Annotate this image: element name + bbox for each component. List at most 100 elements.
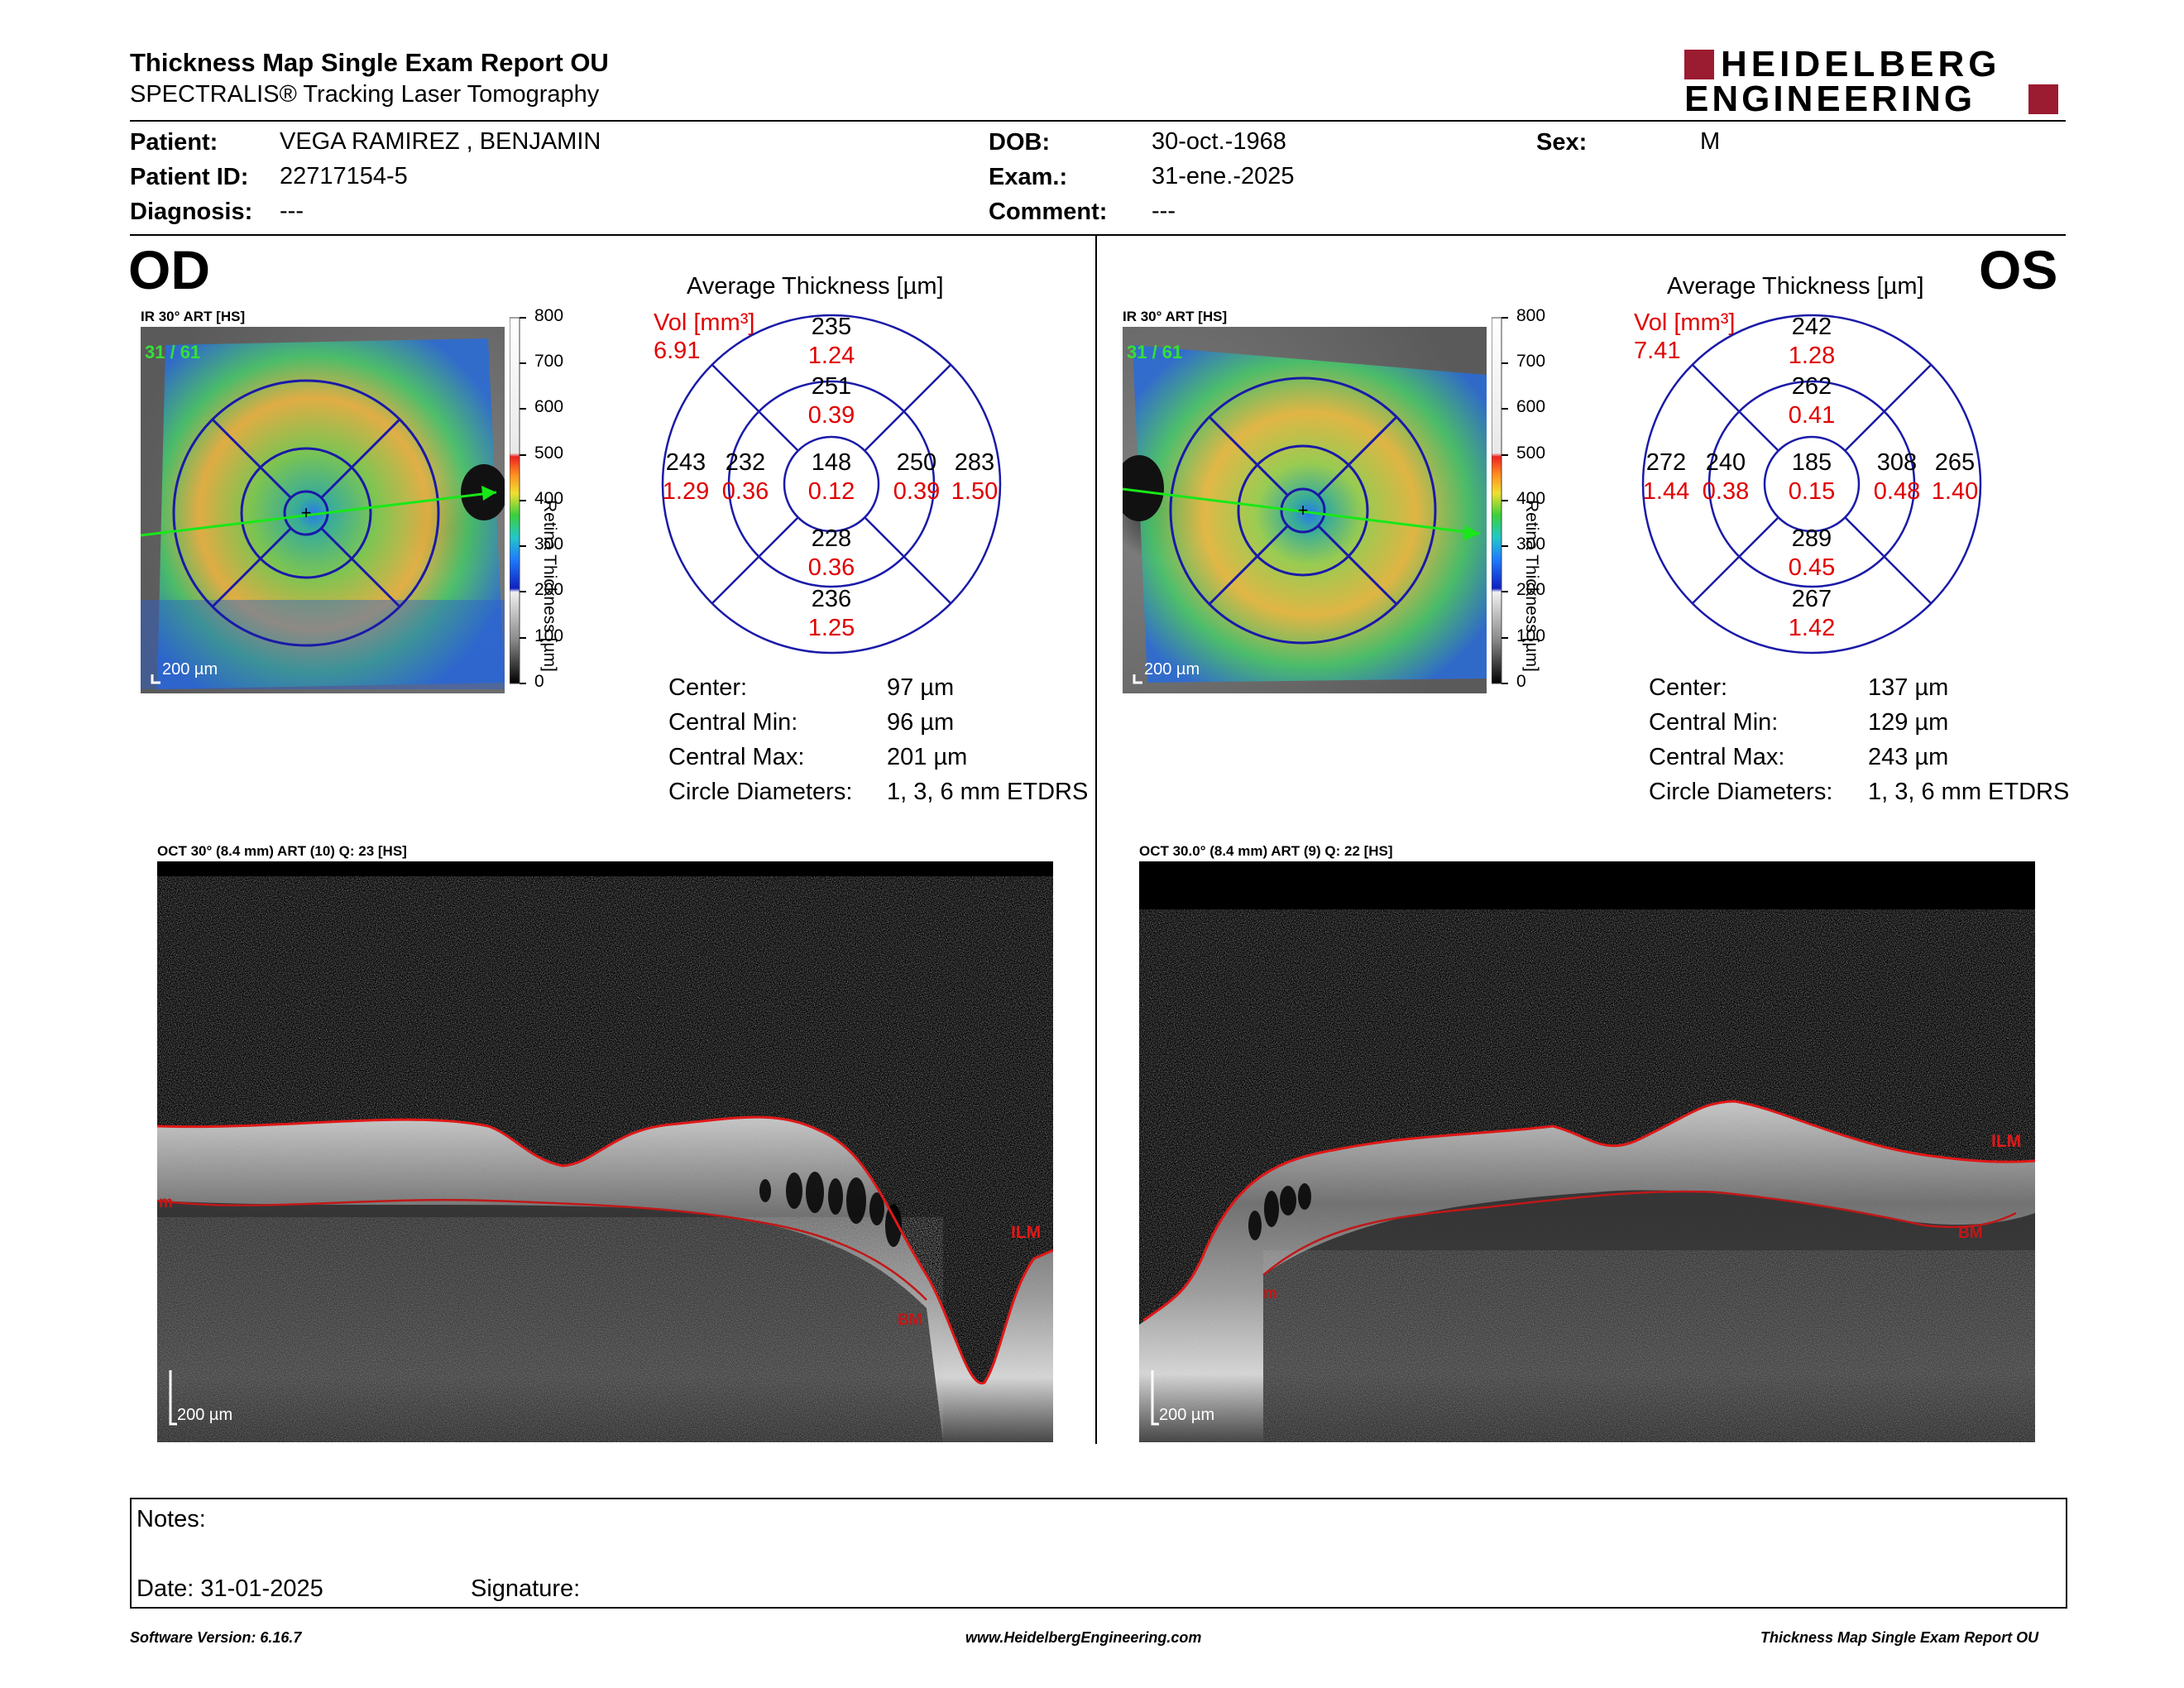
os-vol-label: Vol [mm³] xyxy=(1634,309,1736,336)
od-outer-inf-v: 1.25 xyxy=(807,615,855,641)
os-inner-right-t: 308 xyxy=(1876,449,1918,476)
od-stat-diam-value: 1, 3, 6 mm ETDRS xyxy=(887,779,1089,805)
os-avg-title: Average Thickness [µm] xyxy=(1667,273,1924,300)
od-stat-diam-label: Circle Diameters: xyxy=(668,779,853,805)
od-stats-values: 97 µm 96 µm 201 µm 1, 3, 6 mm ETDRS xyxy=(887,670,1088,809)
os-map-svg: + 31 / 61 200 µm xyxy=(1123,327,1487,693)
od-avg-title: Average Thickness [µm] xyxy=(687,273,944,300)
footer-report-name: Thickness Map Single Exam Report OU xyxy=(1760,1629,2039,1646)
os-ir-label: IR 30° ART [HS] xyxy=(1123,309,1228,324)
patient-divider xyxy=(130,234,2066,236)
report-title: Thickness Map Single Exam Report OU xyxy=(130,48,609,77)
os-inner-sup-v: 0.41 xyxy=(1788,402,1836,429)
od-etdrs-grid xyxy=(658,310,1005,658)
od-frames-counter: 31 / 61 xyxy=(145,342,200,362)
logo-square-bottom xyxy=(2028,84,2058,114)
os-thickness-map[interactable]: + 31 / 61 200 µm xyxy=(1123,327,1487,693)
header-divider xyxy=(130,120,2066,122)
od-inner-inf-t: 228 xyxy=(811,525,852,552)
os-stat-diam-value: 1, 3, 6 mm ETDRS xyxy=(1868,779,2070,805)
os-center-t: 185 xyxy=(1791,449,1832,476)
os-ilm-label: ILM xyxy=(1991,1132,2021,1151)
od-stat-min-label: Central Min: xyxy=(668,709,798,736)
os-outer-left-t: 272 xyxy=(1645,449,1687,476)
patient-id: 22717154-5 xyxy=(280,163,408,189)
logo-line-2: ENGINEERING xyxy=(1684,79,1976,119)
od-center-t: 148 xyxy=(811,449,852,476)
os-outer-inf-t: 267 xyxy=(1791,586,1832,612)
od-vol-label: Vol [mm³] xyxy=(654,309,755,336)
od-stat-center-label: Center: xyxy=(668,674,748,701)
os-m-label: m xyxy=(1263,1285,1277,1302)
os-inner-inf-t: 289 xyxy=(1791,525,1832,552)
od-thickness-map[interactable]: + 31 / 61 200 µm xyxy=(141,327,505,693)
od-inner-inf-v: 0.36 xyxy=(807,554,855,581)
sex-value: M xyxy=(1700,128,1721,155)
od-outer-left-v: 1.29 xyxy=(662,478,710,505)
od-stat-max-value: 201 µm xyxy=(887,744,968,770)
date-label: Date: 31-01-2025 xyxy=(136,1575,323,1602)
od-stats: Center: Central Min: Central Max: Circle… xyxy=(668,670,852,809)
center-divider xyxy=(1095,236,1097,1444)
od-vol-value: 6.91 xyxy=(654,338,701,364)
os-stat-center-value: 137 µm xyxy=(1868,674,1949,701)
svg-text:+: + xyxy=(1298,500,1309,520)
dob-value: 30-oct.-1968 xyxy=(1152,128,1286,155)
notes-box[interactable]: Notes: Date: 31-01-2025 Signature: xyxy=(130,1498,2067,1609)
od-m-label: m xyxy=(159,1194,173,1211)
website-link[interactable]: www.HeidelbergEngineering.com xyxy=(965,1629,1202,1646)
od-oct-bscan[interactable]: ILM BM m 200 µm xyxy=(157,861,1053,1442)
od-map-svg: + 31 / 61 200 µm xyxy=(141,327,505,693)
os-inner-right-v: 0.48 xyxy=(1873,478,1921,505)
os-etdrs-grid xyxy=(1638,310,1985,658)
dob-label: DOB: xyxy=(989,129,1051,156)
os-outer-left-v: 1.44 xyxy=(1642,478,1690,505)
od-stat-center-value: 97 µm xyxy=(887,674,955,701)
os-oct-scalebar: 200 µm xyxy=(1159,1406,1214,1424)
os-stat-diam-label: Circle Diameters: xyxy=(1649,779,1833,805)
od-inner-sup-v: 0.39 xyxy=(807,402,855,429)
os-vol-value: 7.41 xyxy=(1634,338,1681,364)
od-oct-label: OCT 30° (8.4 mm) ART (10) Q: 23 [HS] xyxy=(157,843,407,859)
od-inner-right-t: 250 xyxy=(896,449,937,476)
od-colorbar-title: Retina Thickness [µm] xyxy=(540,500,559,672)
os-outer-right-t: 265 xyxy=(1934,449,1976,476)
os-outer-sup-t: 242 xyxy=(1791,314,1832,340)
os-stat-min-value: 129 µm xyxy=(1868,709,1949,736)
od-sector-values: 235 1.24 251 0.39 243 1.29 232 0.36 148 … xyxy=(658,310,1005,658)
od-inner-right-v: 0.39 xyxy=(893,478,941,505)
os-inner-inf-v: 0.45 xyxy=(1788,554,1836,581)
os-map-scalebar: 200 µm xyxy=(1144,660,1200,679)
logo-square-top xyxy=(1684,50,1714,79)
os-eye-label: OS xyxy=(1979,239,2058,300)
od-outer-right-v: 1.50 xyxy=(951,478,999,505)
od-outer-left-t: 243 xyxy=(665,449,706,476)
notes-label: Notes: xyxy=(136,1506,206,1532)
os-colorbar xyxy=(1491,314,1587,695)
company-logo: HEIDELBERG ENGINEERING xyxy=(1684,46,2065,117)
os-stats: Center: Central Min: Central Max: Circle… xyxy=(1649,670,1832,809)
os-bm-label: BM xyxy=(1958,1225,1983,1242)
od-inner-left-t: 232 xyxy=(725,449,766,476)
os-inner-left-v: 0.38 xyxy=(1702,478,1750,505)
od-vol-block: Vol [mm³] 6.91 xyxy=(654,309,754,365)
od-eye-label: OD xyxy=(128,239,210,300)
od-ilm-label: ILM xyxy=(1011,1223,1041,1242)
diagnosis-label: Diagnosis: xyxy=(130,199,253,225)
od-ir-label: IR 30° ART [HS] xyxy=(141,309,246,324)
os-oct-svg: ILM BM m 200 µm xyxy=(1139,861,2035,1442)
od-outer-sup-v: 1.24 xyxy=(807,343,855,369)
os-inner-left-t: 240 xyxy=(1705,449,1746,476)
od-map-scalebar: 200 µm xyxy=(162,660,218,679)
patient-name: VEGA RAMIREZ , BENJAMIN xyxy=(280,128,601,155)
patient-id-label: Patient ID: xyxy=(130,164,249,190)
os-stat-center-label: Center: xyxy=(1649,674,1728,701)
od-oct-scalebar: 200 µm xyxy=(177,1406,232,1424)
od-oct-svg: ILM BM m 200 µm xyxy=(157,876,1053,1442)
os-oct-bscan[interactable]: ILM BM m 200 µm xyxy=(1139,861,2035,1442)
os-stats-values: 137 µm 129 µm 243 µm 1, 3, 6 mm ETDRS xyxy=(1868,670,2069,809)
os-inner-sup-t: 262 xyxy=(1791,373,1832,400)
os-center-v: 0.15 xyxy=(1788,478,1836,505)
os-stat-max-label: Central Max: xyxy=(1649,744,1785,770)
od-stat-min-value: 96 µm xyxy=(887,709,955,736)
